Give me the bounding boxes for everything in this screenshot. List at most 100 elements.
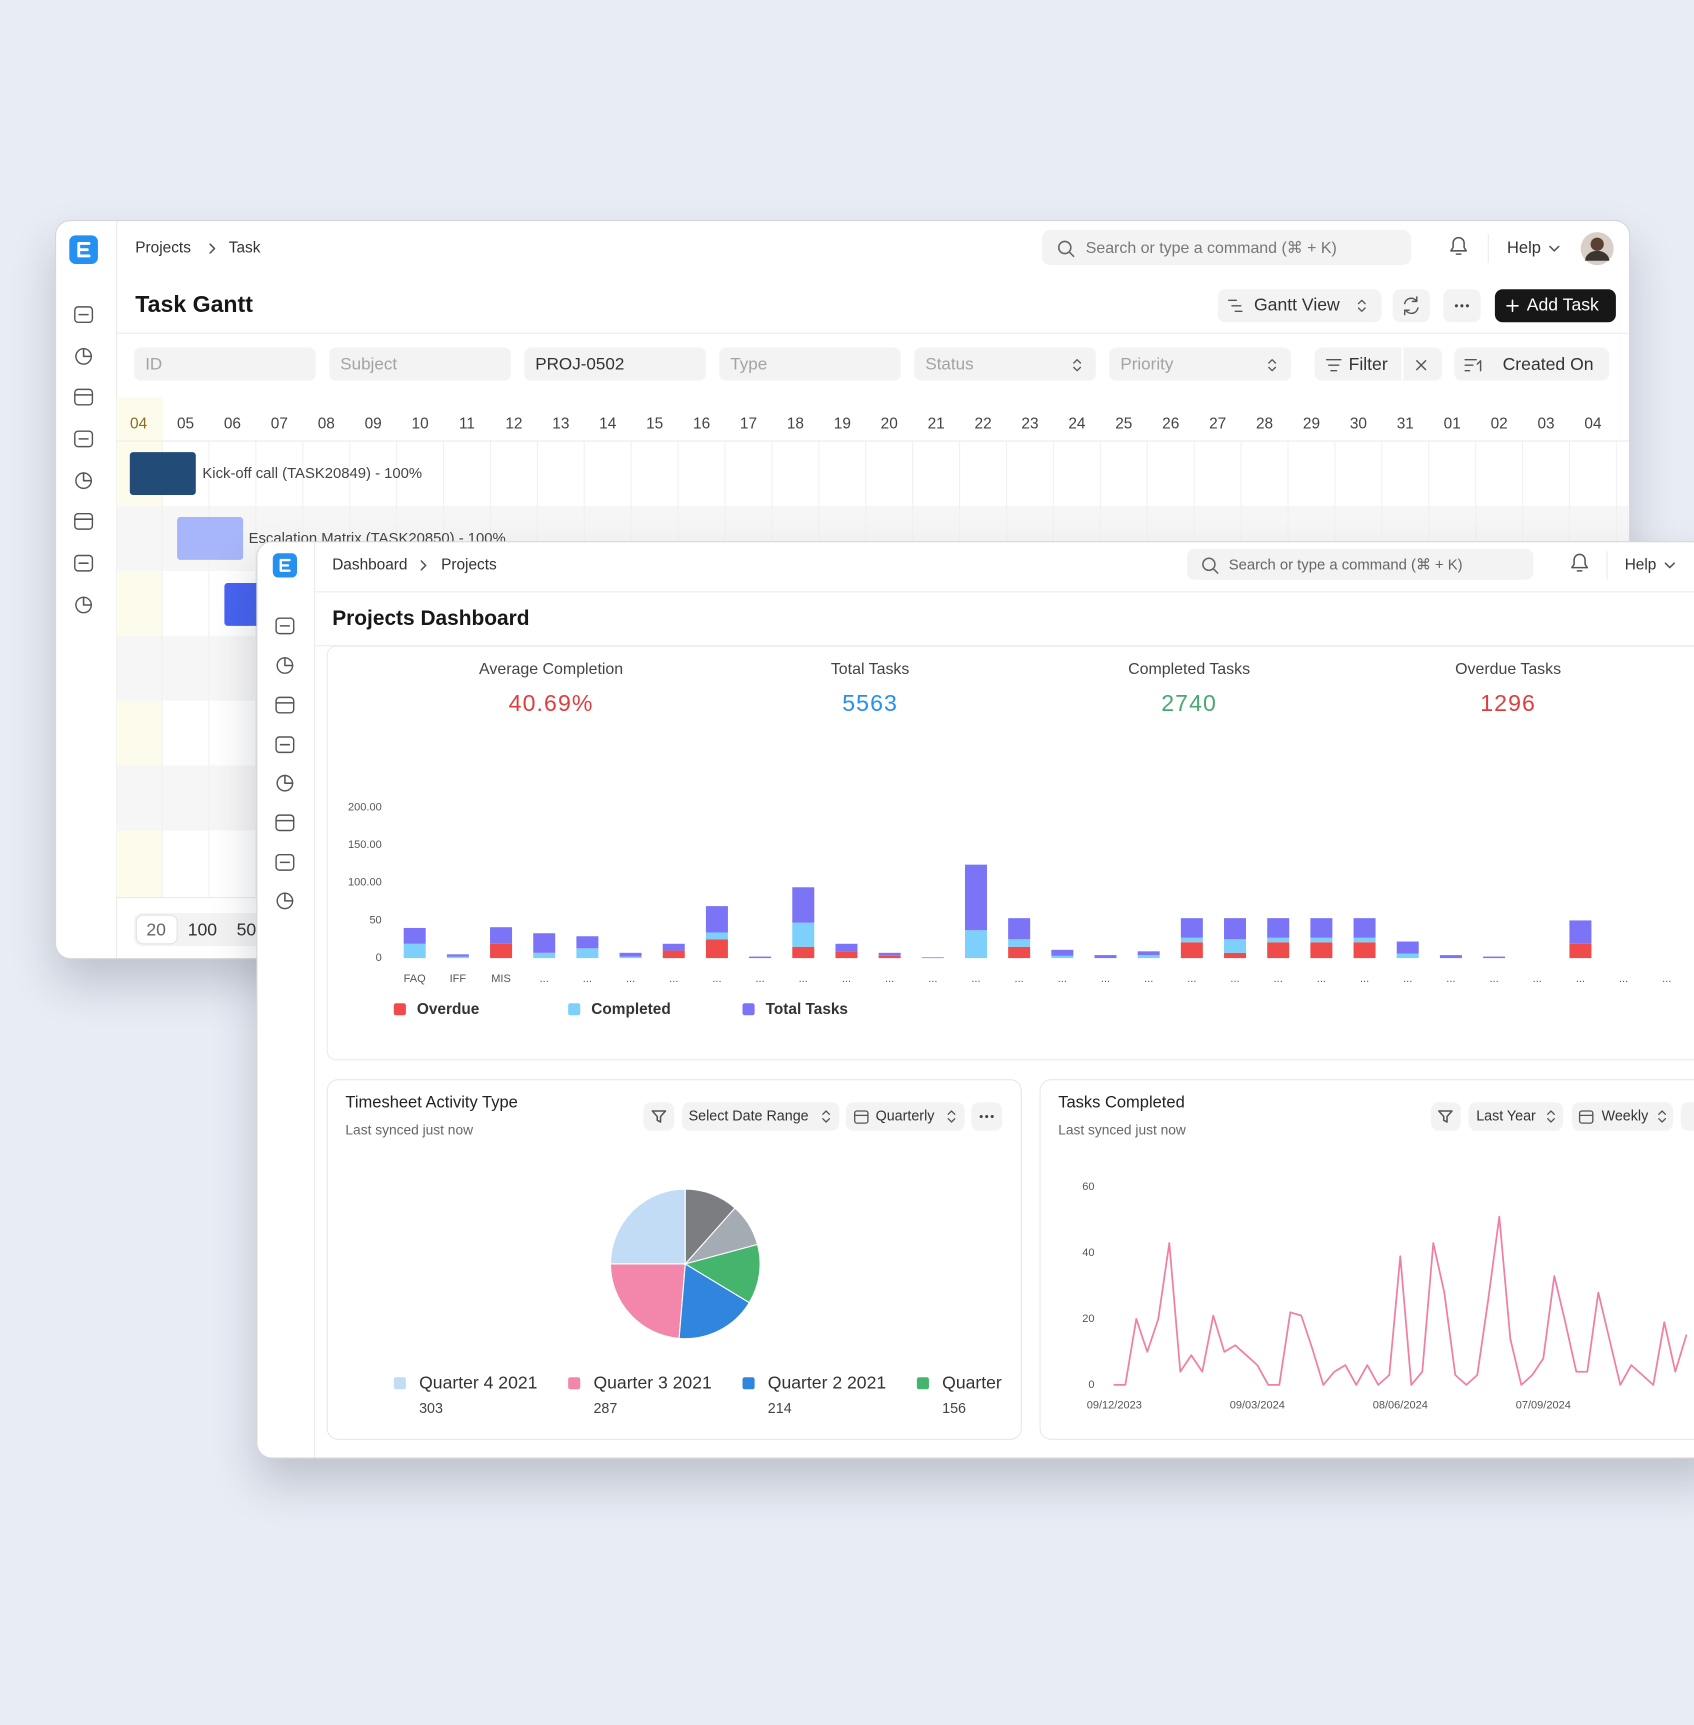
bar-segment[interactable]: [1051, 955, 1074, 959]
bar-segment[interactable]: [1353, 937, 1376, 943]
pie-slice[interactable]: [609, 1188, 686, 1265]
bar-segment[interactable]: [1353, 918, 1376, 938]
interval-select[interactable]: [1571, 1102, 1674, 1131]
legend-value: 156: [942, 1401, 966, 1417]
period-select[interactable]: [845, 1102, 965, 1131]
bar-segment[interactable]: [1137, 951, 1160, 956]
bar-segment[interactable]: [878, 955, 901, 959]
app-logo: [279, 558, 291, 572]
bar-segment[interactable]: [533, 952, 556, 959]
bar-segment[interactable]: [964, 930, 987, 959]
bar-segment[interactable]: [1180, 942, 1203, 959]
more-icon: [979, 1114, 983, 1119]
bar-segment[interactable]: [1396, 953, 1419, 959]
bar-segment[interactable]: [662, 943, 685, 951]
bar-segment[interactable]: [403, 943, 426, 959]
bar-segment[interactable]: [1267, 918, 1290, 938]
bar-segment[interactable]: [1439, 955, 1462, 959]
bar-segment[interactable]: [1224, 939, 1247, 953]
search-box[interactable]: [1186, 548, 1534, 580]
number-card-label: Overdue Tasks: [1455, 661, 1561, 678]
bar-segment[interactable]: [705, 906, 728, 933]
bar-segment[interactable]: [1396, 941, 1419, 954]
filter-field-text: Status: [925, 355, 973, 374]
bar-segment[interactable]: [533, 933, 556, 953]
bar-segment[interactable]: [792, 946, 815, 959]
task-bar[interactable]: [177, 517, 244, 560]
refresh-button[interactable]: [1392, 289, 1430, 323]
x-tick-label: ...: [1144, 973, 1153, 985]
bar-segment[interactable]: [1483, 956, 1506, 959]
bar-segment[interactable]: [1008, 946, 1031, 959]
bar-segment[interactable]: [1569, 920, 1592, 944]
sidebar-icon: [284, 774, 294, 784]
bar-segment[interactable]: [835, 951, 858, 959]
more-button[interactable]: [1680, 1102, 1694, 1131]
number-card-label: Completed Tasks: [1128, 661, 1250, 678]
bar-segment[interactable]: [1224, 918, 1247, 940]
bar-segment[interactable]: [705, 932, 728, 940]
filter-button[interactable]: [1431, 1102, 1461, 1131]
bar-segment[interactable]: [1180, 918, 1203, 938]
bar-segment[interactable]: [1008, 918, 1031, 940]
date-label: 13: [552, 416, 569, 433]
bar-segment[interactable]: [1051, 949, 1074, 956]
bar-segment[interactable]: [835, 943, 858, 952]
bar-segment[interactable]: [705, 939, 728, 959]
filter-field[interactable]: [329, 347, 511, 381]
view-switch[interactable]: [1217, 289, 1382, 323]
task-bar[interactable]: [129, 452, 196, 495]
bar-segment[interactable]: [878, 952, 901, 956]
bar-segment[interactable]: [921, 957, 944, 959]
filter-button[interactable]: [643, 1102, 675, 1131]
bar-segment[interactable]: [1353, 942, 1376, 959]
avatar: [1585, 250, 1610, 261]
pie-slice[interactable]: [678, 1262, 751, 1340]
bar-segment[interactable]: [749, 956, 772, 959]
bar-segment[interactable]: [1267, 942, 1290, 959]
filter-field[interactable]: [719, 347, 901, 381]
bar-segment[interactable]: [446, 954, 469, 957]
bar-segment[interactable]: [1267, 937, 1290, 943]
search-box[interactable]: [1041, 229, 1412, 266]
bar-segment[interactable]: [1569, 943, 1592, 959]
bar-segment[interactable]: [1094, 955, 1117, 959]
bar-segment[interactable]: [619, 956, 642, 959]
bar-segment[interactable]: [662, 950, 685, 959]
pie-slice[interactable]: [609, 1263, 686, 1340]
sort-icon: [1268, 359, 1277, 372]
sort-button[interactable]: [1454, 347, 1610, 381]
bar-segment[interactable]: [1224, 952, 1247, 959]
bar-segment[interactable]: [490, 943, 513, 959]
filter-button[interactable]: [1314, 347, 1443, 381]
bar-segment[interactable]: [619, 952, 642, 957]
date-label: 01: [1444, 416, 1461, 433]
bar-segment[interactable]: [1310, 942, 1333, 959]
bar-segment[interactable]: [576, 948, 599, 959]
filter-field[interactable]: [1109, 347, 1291, 381]
pie-slice[interactable]: [684, 1188, 736, 1266]
bar-segment[interactable]: [490, 927, 513, 944]
add-task-button[interactable]: [1494, 289, 1616, 323]
bar-segment[interactable]: [1008, 939, 1031, 947]
bar-segment[interactable]: [792, 887, 815, 923]
legend-value: 214: [768, 1401, 792, 1417]
page-size-option: 100: [188, 919, 218, 939]
bar-segment[interactable]: [1310, 918, 1333, 938]
bar-segment[interactable]: [576, 936, 599, 949]
date-label: 09: [365, 416, 382, 433]
filter-field[interactable]: [524, 347, 706, 381]
bar-segment[interactable]: [1310, 937, 1333, 943]
date-range-select[interactable]: [682, 1102, 840, 1131]
bar-segment[interactable]: [792, 922, 815, 947]
help-menu: Help: [1507, 239, 1541, 257]
bar-segment[interactable]: [446, 956, 469, 959]
filter-field[interactable]: [914, 347, 1096, 381]
search-placeholder: Search or type a command (⌘ + K): [1229, 557, 1463, 573]
bar-segment[interactable]: [964, 864, 987, 931]
bar-segment[interactable]: [403, 927, 426, 944]
bar-segment[interactable]: [1180, 937, 1203, 943]
filter-field[interactable]: [134, 347, 316, 381]
bar-segment[interactable]: [1137, 955, 1160, 959]
time-span-select[interactable]: [1468, 1102, 1564, 1131]
